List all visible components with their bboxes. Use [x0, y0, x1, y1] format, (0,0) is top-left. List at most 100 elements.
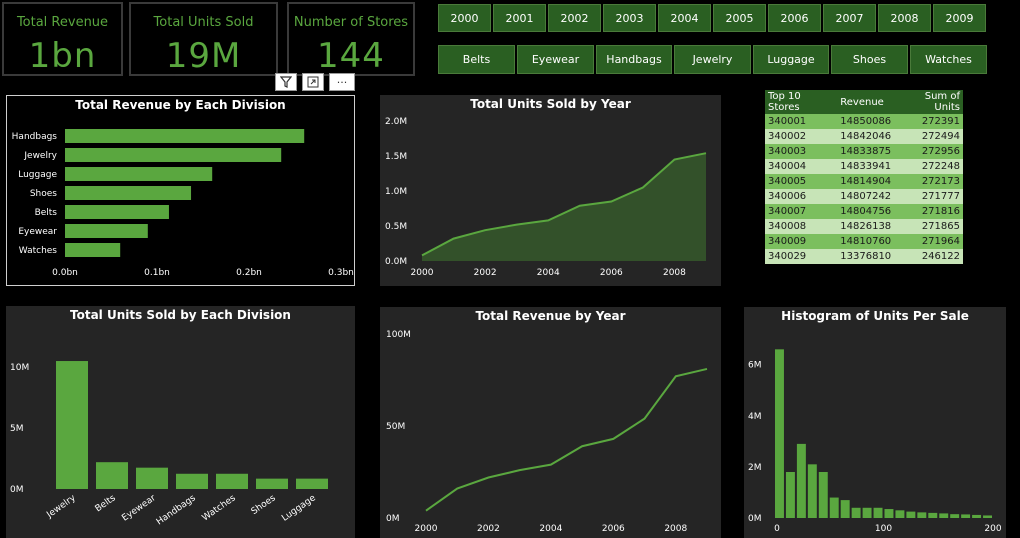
division-button-handbags[interactable]: Handbags — [596, 45, 672, 74]
revenue-cell: 13376810 — [837, 249, 895, 264]
y-tick-label: 0.0M — [385, 257, 407, 267]
chart-title: Total Revenue by Each Division — [75, 98, 286, 112]
units-cell: 246122 — [894, 249, 963, 264]
bar-watches — [65, 243, 121, 257]
table-row[interactable]: 340029 13376810 246122 — [765, 249, 963, 264]
bar-eyewear — [136, 467, 168, 489]
division-button-belts[interactable]: Belts — [438, 45, 515, 74]
kpi-label: Total Units Sold — [153, 15, 254, 30]
histogram-bar — [906, 511, 916, 518]
units-cell: 271816 — [894, 204, 963, 219]
table-row[interactable]: 340002 14842046 272494 — [765, 129, 963, 144]
year-button-2002[interactable]: 2002 — [548, 4, 601, 32]
store-cell: 340004 — [765, 159, 838, 174]
histogram-bar — [873, 507, 883, 518]
table-row[interactable]: 340008 14826138 271865 — [765, 219, 963, 234]
revenue-cell: 14810760 — [837, 234, 895, 249]
column-header-revenue[interactable]: Revenue — [837, 90, 895, 114]
table-row[interactable]: 340001 14850086 272391 — [765, 114, 963, 129]
x-tick-label: 2008 — [663, 268, 686, 278]
year-button-2000[interactable]: 2000 — [438, 4, 491, 32]
year-button-2008[interactable]: 2008 — [878, 4, 931, 32]
store-cell: 340003 — [765, 144, 838, 159]
x-tick-label: 0.3bn — [328, 268, 354, 278]
y-tick-label: 50M — [386, 422, 405, 432]
kpi-card-units: Total Units Sold 19M — [129, 2, 278, 76]
year-button-2001[interactable]: 2001 — [493, 4, 546, 32]
kpi-value: 1bn — [28, 36, 97, 76]
category-label: Luggage — [280, 493, 318, 524]
histogram-bar — [939, 513, 949, 518]
units-cell: 271964 — [894, 234, 963, 249]
table-row[interactable]: 340009 14810760 271964 — [765, 234, 963, 249]
kpi-value: 19M — [165, 36, 242, 76]
year-button-2003[interactable]: 2003 — [603, 4, 656, 32]
x-tick-label: 2002 — [474, 268, 497, 278]
division-button-jewelry[interactable]: Jewelry — [674, 45, 751, 74]
bar-luggage — [296, 478, 328, 489]
revenue-cell: 14804756 — [837, 204, 895, 219]
column-header-units[interactable]: Sum of Units — [894, 90, 963, 114]
bar-jewelry — [65, 148, 282, 162]
year-button-2005[interactable]: 2005 — [713, 4, 766, 32]
table-row[interactable]: 340003 14833875 272956 — [765, 144, 963, 159]
units-cell: 272391 — [894, 114, 963, 129]
revenue-by-year-chart[interactable]: Total Revenue by Year 0M 50M 100M 2000 2002 2… — [380, 307, 721, 538]
histogram-bar — [840, 500, 850, 518]
chart-title: Total Revenue by Year — [475, 309, 626, 323]
category-label: Luggage — [18, 170, 57, 180]
y-tick-label: 10M — [10, 363, 29, 373]
bar-luggage — [65, 167, 213, 181]
units-by-division-chart[interactable]: Total Units Sold by Each Division 0M 5M 10… — [6, 306, 355, 538]
x-tick-label: 2006 — [602, 524, 625, 534]
x-tick-label: 2004 — [539, 524, 562, 534]
division-button-luggage[interactable]: Luggage — [753, 45, 829, 74]
revenue-by-division-chart[interactable]: Total Revenue by Each Division Handbags J… — [6, 95, 355, 286]
kpi-value: 144 — [317, 36, 385, 76]
area-fill — [422, 153, 706, 261]
y-tick-label: 2M — [748, 463, 762, 473]
division-button-eyewear[interactable]: Eyewear — [517, 45, 594, 74]
chart-title: Total Units Sold by Each Division — [70, 308, 291, 322]
more-options-icon[interactable]: ··· — [329, 73, 355, 91]
units-by-year-chart[interactable]: Total Units Sold by Year 0.0M 0.5M 1.0M 1.5… — [380, 95, 721, 286]
store-cell: 340005 — [765, 174, 838, 189]
histogram-bar — [884, 509, 894, 518]
table-row[interactable]: 340004 14833941 272248 — [765, 159, 963, 174]
bar-handbags — [176, 473, 208, 489]
table-row[interactable]: 340006 14807242 271777 — [765, 189, 963, 204]
division-button-shoes[interactable]: Shoes — [831, 45, 908, 74]
y-tick-label: 0M — [748, 514, 762, 524]
histogram-bar — [862, 507, 872, 518]
histogram-bar — [917, 512, 927, 518]
store-cell: 340008 — [765, 219, 838, 234]
year-button-2006[interactable]: 2006 — [768, 4, 821, 32]
year-button-2007[interactable]: 2007 — [823, 4, 876, 32]
chart-plot: 0M 50M 100M 2000 2002 2004 2006 2008 — [386, 330, 708, 534]
x-tick-label: 2002 — [477, 524, 500, 534]
y-tick-label: 1.0M — [385, 187, 407, 197]
category-label: Eyewear — [120, 493, 158, 524]
histogram-bar — [807, 464, 817, 518]
revenue-cell: 14833875 — [837, 144, 895, 159]
category-label: Shoes — [250, 493, 278, 517]
category-label: Watches — [201, 493, 238, 523]
x-tick-label: 0.2bn — [236, 268, 262, 278]
bar-watches — [216, 473, 248, 489]
table-row[interactable]: 340005 14814904 272173 — [765, 174, 963, 189]
column-header-store[interactable]: Top 10 Stores — [765, 90, 838, 114]
focus-mode-icon[interactable] — [302, 73, 324, 91]
units-cell: 271777 — [894, 189, 963, 204]
revenue-cell: 14807242 — [837, 189, 895, 204]
histogram-bar — [961, 514, 971, 518]
revenue-cell: 14833941 — [837, 159, 895, 174]
division-button-watches[interactable]: Watches — [910, 45, 987, 74]
category-label: Belts — [94, 493, 118, 514]
table-row[interactable]: 340007 14804756 271816 — [765, 204, 963, 219]
year-button-2009[interactable]: 2009 — [933, 4, 986, 32]
bar-eyewear — [65, 224, 148, 238]
units-per-sale-histogram[interactable]: Histogram of Units Per Sale 0M 2M 4M 6M 0 100… — [744, 307, 1006, 538]
filter-icon[interactable] — [275, 73, 297, 91]
year-button-2004[interactable]: 2004 — [658, 4, 711, 32]
